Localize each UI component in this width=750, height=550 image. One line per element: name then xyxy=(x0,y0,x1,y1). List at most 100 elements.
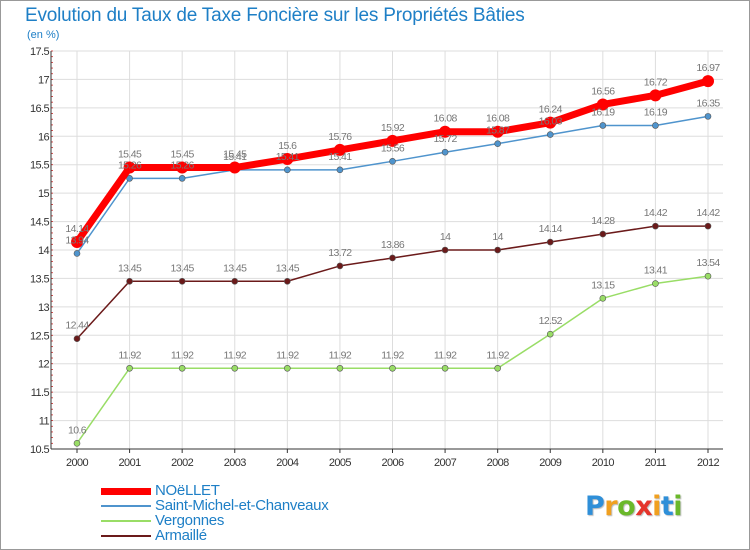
data-label-saint-michel-et-chanveaux: 13.94 xyxy=(65,234,89,246)
legend-swatch-saint-michel xyxy=(101,505,151,507)
data-label-saint-michel-et-chanveaux: 15.41 xyxy=(328,151,352,163)
data-point-armaill xyxy=(652,222,659,230)
x-tick-label: 2005 xyxy=(329,457,352,469)
data-point-no-llet xyxy=(386,134,399,147)
legend-item-noellet: NOëLLET xyxy=(101,482,421,499)
logo-letter: P xyxy=(585,491,605,522)
data-label-armaill: 13.86 xyxy=(381,239,405,251)
logo-letter: i xyxy=(652,491,661,522)
data-point-vergonnes xyxy=(178,364,186,372)
data-label-no-llet: 14.14 xyxy=(65,223,89,235)
y-tick-label: 11 xyxy=(39,416,50,428)
data-label-saint-michel-et-chanveaux: 16.19 xyxy=(644,106,668,118)
data-point-no-llet xyxy=(176,161,189,174)
logo-letter: t xyxy=(660,491,674,522)
y-tick-label: 16 xyxy=(38,131,50,143)
legend-label-saint-michel: Saint-Michel-et-Chanveaux xyxy=(155,497,329,514)
data-point-vergonnes xyxy=(389,364,396,372)
unit-label: (en %) xyxy=(27,29,60,41)
data-label-armaill: 13.45 xyxy=(276,262,300,274)
data-point-armaill xyxy=(599,230,607,238)
data-label-armaill: 13.45 xyxy=(223,262,247,274)
y-tick-label: 15 xyxy=(38,188,50,200)
data-label-no-llet: 16.72 xyxy=(644,76,668,88)
data-label-vergonnes: 11.92 xyxy=(381,349,404,361)
legend-swatch-noellet xyxy=(101,488,151,495)
legend-swatch-armaille xyxy=(101,535,151,537)
x-tick-label: 2007 xyxy=(434,457,457,469)
data-point-saint-michel-et-chanveaux xyxy=(284,166,291,174)
data-label-armaill: 14.42 xyxy=(696,207,720,219)
data-point-saint-michel-et-chanveaux xyxy=(704,113,712,120)
data-label-no-llet: 15.45 xyxy=(223,149,247,161)
y-tick-label: 16.5 xyxy=(30,103,49,115)
data-point-no-llet xyxy=(281,153,294,166)
data-point-no-llet xyxy=(333,143,346,156)
data-point-saint-michel-et-chanveaux xyxy=(389,158,396,165)
data-label-vergonnes: 11.92 xyxy=(434,349,457,361)
data-label-no-llet: 16.24 xyxy=(539,104,563,116)
data-point-armaill xyxy=(546,238,554,246)
data-point-no-llet xyxy=(649,89,662,102)
data-label-armaill: 14.14 xyxy=(539,223,563,235)
data-label-armaill: 14 xyxy=(492,231,503,243)
y-tick-label: 17 xyxy=(38,74,50,86)
data-label-saint-michel-et-chanveaux: 15.26 xyxy=(171,159,195,171)
data-labels: 12.44 13.45 13.45 13.45 13.45 13.72 13.86 14 14 1… xyxy=(65,62,721,436)
data-point-saint-michel-et-chanveaux xyxy=(441,148,449,156)
data-label-armaill: 14.42 xyxy=(644,207,668,219)
data-point-saint-michel-et-chanveaux xyxy=(599,122,607,129)
data-point-vergonnes xyxy=(441,364,449,372)
data-point-saint-michel-et-chanveaux xyxy=(336,166,344,174)
y-tick-label: 12.5 xyxy=(30,330,49,342)
data-label-vergonnes: 11.92 xyxy=(276,349,299,361)
data-label-vergonnes: 13.54 xyxy=(696,257,720,269)
data-point-vergonnes xyxy=(336,364,344,372)
data-label-vergonnes: 12.52 xyxy=(539,315,563,327)
data-label-no-llet: 15.45 xyxy=(171,149,195,161)
data-point-armaill xyxy=(441,246,449,254)
x-tick-label: 2011 xyxy=(645,457,667,469)
chart-title: Evolution du Taux de Taxe Foncière sur l… xyxy=(25,5,525,26)
data-label-vergonnes: 11.92 xyxy=(224,349,247,361)
axes xyxy=(50,50,723,453)
logo-letter: i xyxy=(673,491,683,522)
data-label-armaill: 13.45 xyxy=(171,262,195,274)
data-point-armaill xyxy=(704,222,712,230)
legend-swatch-vergonnes xyxy=(101,520,151,522)
data-label-vergonnes: 11.92 xyxy=(171,349,194,361)
x-tick-label: 2003 xyxy=(224,457,247,469)
data-label-armaill: 13.72 xyxy=(328,247,352,259)
data-label-saint-michel-et-chanveaux: 15.56 xyxy=(381,142,405,154)
data-label-vergonnes: 11.92 xyxy=(329,349,352,361)
data-label-no-llet: 15.6 xyxy=(278,140,297,152)
legend-label-vergonnes: Vergonnes xyxy=(155,512,225,529)
logo-letter: r xyxy=(604,491,618,522)
data-label-armaill: 14.28 xyxy=(591,215,615,227)
data-point-vergonnes xyxy=(546,330,554,338)
data-point-saint-michel-et-chanveaux xyxy=(494,140,501,147)
logo-letter: o xyxy=(617,491,636,522)
data-point-vergonnes xyxy=(652,280,659,287)
data-point-no-llet xyxy=(439,125,452,138)
data-label-saint-michel-et-chanveaux: 15.41 xyxy=(223,151,247,163)
data-label-no-llet: 16.56 xyxy=(591,85,615,97)
proxiti-logo: Proxiti xyxy=(585,491,683,522)
y-tick-label: 11.5 xyxy=(31,387,50,399)
data-label-armaill: 13.45 xyxy=(118,262,142,274)
data-label-no-llet: 16.08 xyxy=(486,113,510,125)
data-label-saint-michel-et-chanveaux: 16.03 xyxy=(539,116,563,128)
x-tick-label: 2004 xyxy=(276,457,299,469)
logo-letter: x xyxy=(635,491,653,522)
x-tick-label: 2012 xyxy=(697,457,720,469)
data-point-no-llet xyxy=(596,98,609,111)
y-tick-label: 17.5 xyxy=(30,46,49,58)
data-point-saint-michel-et-chanveaux xyxy=(652,122,659,129)
legend-item-vergonnes: Vergonnes xyxy=(101,512,421,529)
data-label-saint-michel-et-chanveaux: 15.72 xyxy=(433,133,457,145)
data-label-vergonnes: 11.92 xyxy=(486,349,509,361)
data-point-vergonnes xyxy=(126,364,133,372)
data-label-saint-michel-et-chanveaux: 15.41 xyxy=(276,151,300,163)
data-label-armaill: 12.44 xyxy=(65,320,89,332)
